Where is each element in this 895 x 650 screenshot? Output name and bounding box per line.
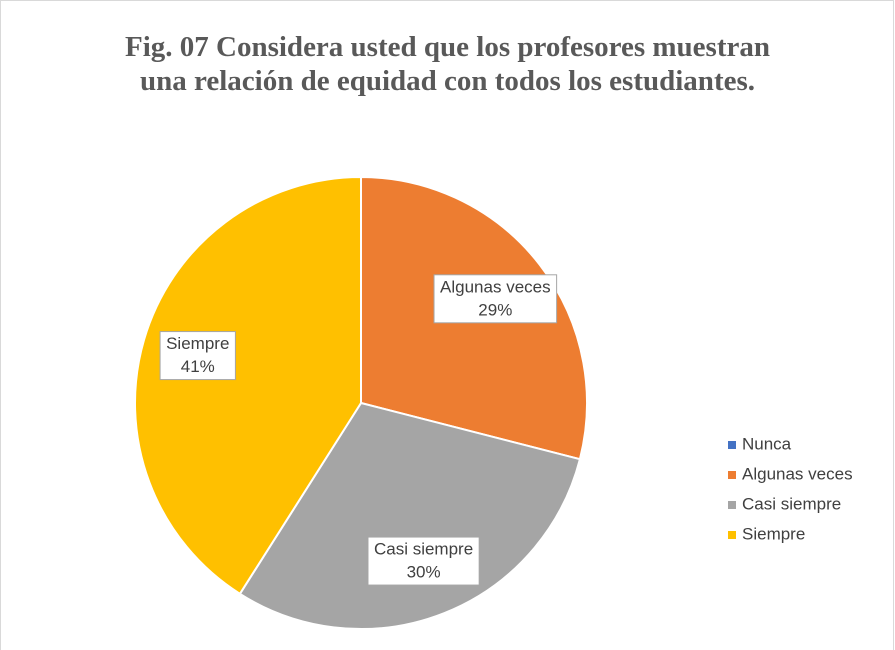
- data-label-value: 29%: [478, 300, 512, 319]
- data-label-category: Siempre: [166, 334, 229, 353]
- data-label-box: [433, 274, 558, 324]
- legend-swatch: [728, 531, 736, 539]
- legend-swatch: [728, 441, 736, 449]
- legend-swatch: [728, 471, 736, 479]
- legend-label: Algunas veces: [742, 464, 853, 483]
- data-label: Siempre 41%: [159, 331, 236, 381]
- chart-title: Fig. 07 Considera usted que los profesor…: [125, 31, 770, 97]
- legend-label: Siempre: [742, 524, 805, 543]
- data-label: Casi siempre 30%: [367, 536, 480, 586]
- data-label: Algunas veces 29%: [433, 274, 558, 324]
- legend-label: Nunca: [742, 434, 792, 453]
- data-label-value: 30%: [407, 563, 441, 582]
- data-label-category: Algunas veces: [440, 277, 551, 296]
- data-label-category: Casi siempre: [374, 540, 473, 559]
- legend-swatch: [728, 501, 736, 509]
- legend-label: Casi siempre: [742, 494, 841, 513]
- pie-slice: [238, 401, 582, 630]
- data-label-value: 41%: [181, 357, 215, 376]
- pie-slice: [134, 175, 362, 596]
- data-label-box: [367, 536, 480, 586]
- data-label-box: [159, 331, 236, 381]
